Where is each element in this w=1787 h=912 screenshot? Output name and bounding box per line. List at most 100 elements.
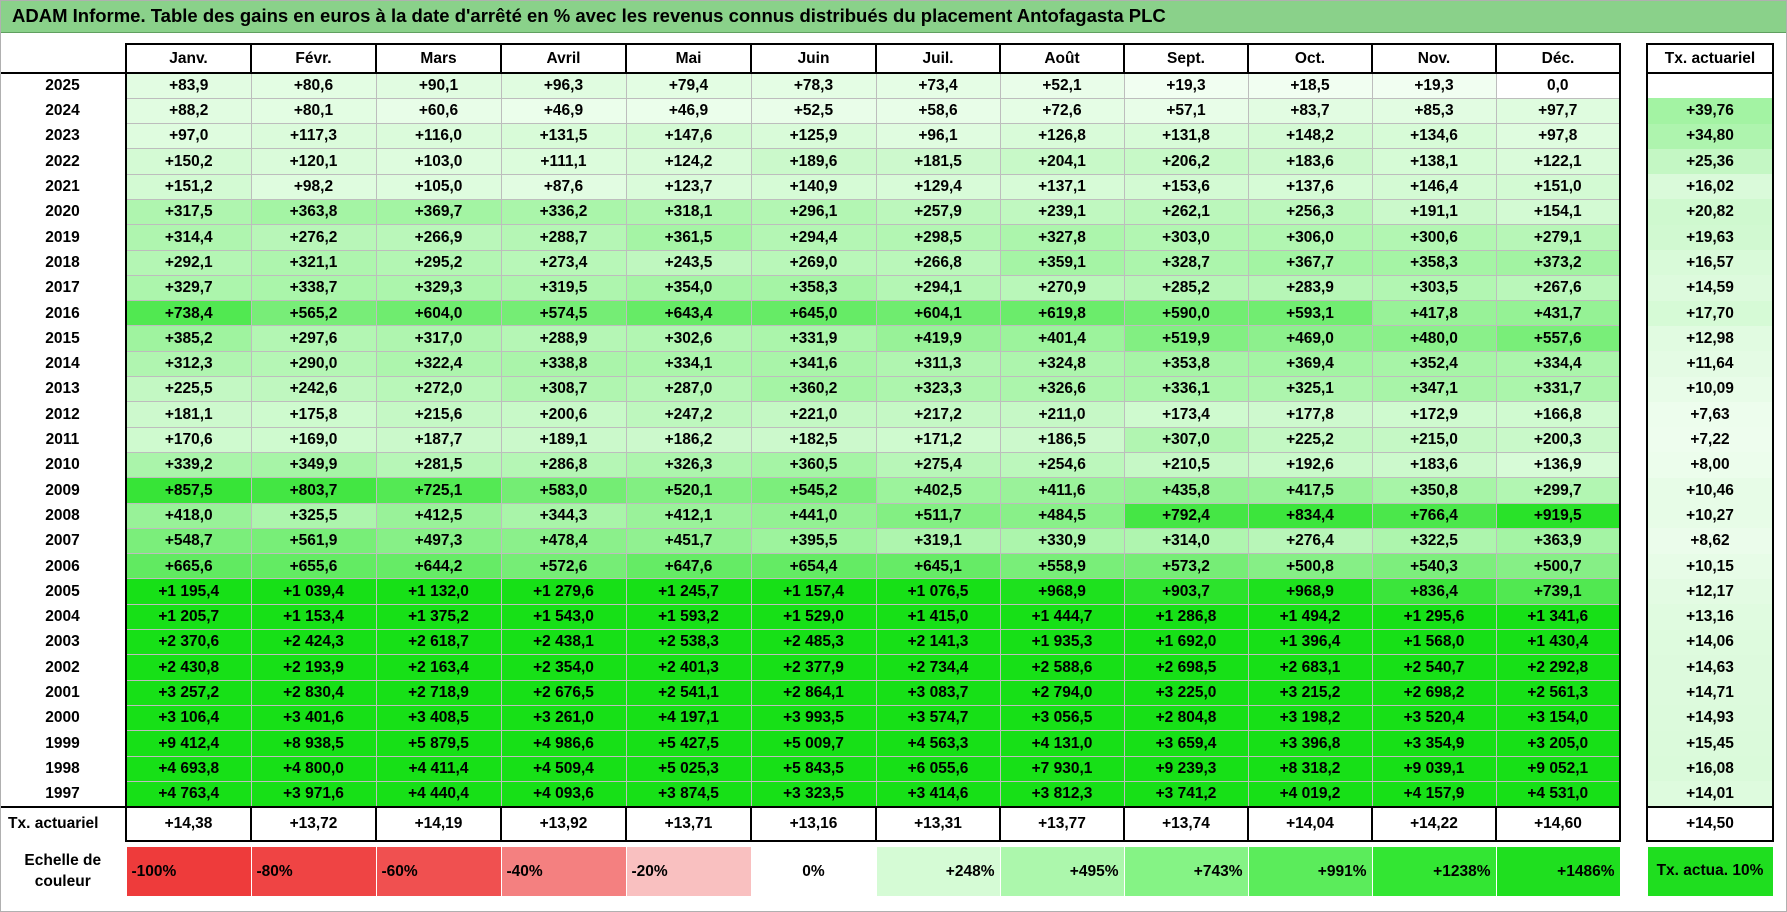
gain-cell: +369,4 [1247,350,1373,378]
gain-cell: +3 812,3 [999,780,1125,808]
gain-cell: +361,5 [625,224,752,251]
table-row: 2019 +314,4 +276,2 +266,9 +288,7 +361,5 +294,4… [0,224,1774,251]
gain-cell: +565,2 [250,300,377,327]
gain-cell: +295,2 [375,249,502,276]
spacer [1620,174,1647,200]
gain-cell: +418,0 [125,502,252,529]
gain-cell: +619,8 [999,300,1125,327]
gain-cell: +117,3 [250,123,377,150]
year-label: 2025 [0,71,127,99]
gain-cell: +363,8 [250,198,377,226]
gain-cell: +3 874,5 [625,780,752,808]
actuarial-header: Tx. actuariel [1646,43,1774,74]
gain-cell: +254,6 [999,451,1125,479]
year-label: 1998 [0,756,127,782]
gain-cell: +5 009,7 [750,730,877,757]
gain-cell: +279,1 [1495,224,1621,251]
gain-cell: +323,3 [875,376,1001,403]
gain-cell: +3 396,8 [1247,730,1373,757]
gain-cell: +96,3 [500,71,627,99]
color-scale-swatch: +1486% [1495,846,1621,897]
year-label: 2011 [0,427,127,453]
gain-cell: +73,4 [875,71,1001,99]
table-row: 2011 +170,6 +169,0 +187,7 +189,1 +186,2 +182,5… [0,426,1774,453]
gain-cell: +1 157,4 [750,578,877,605]
table-row: 2022 +150,2 +120,1 +103,0 +111,1 +124,2 +189,6… [0,148,1774,175]
gain-cell: +572,6 [500,553,627,580]
color-scale-swatch: -100% [125,846,252,897]
gain-cell: +590,0 [1123,300,1249,327]
spacer [1620,806,1647,841]
gain-cell: +328,7 [1123,249,1249,276]
gain-cell: +319,1 [875,527,1001,555]
gain-cell: +4 093,6 [500,780,627,808]
table-row: 2000 +3 106,4 +3 401,6 +3 408,5 +3 261,0 +4 1… [0,704,1774,732]
gain-cell: +146,4 [1371,173,1497,200]
gain-cell: +5 843,5 [750,755,877,782]
spacer [1620,629,1647,655]
gain-cell: +412,5 [375,502,502,529]
footer-actuarial-cell: +13,72 [250,805,377,842]
table-row: 2024 +88,2 +80,1 +60,6 +46,9 +46,9 +52,5 +58,6 +… [0,97,1774,125]
gain-cell: +478,4 [500,527,627,555]
gain-cell: +3 741,2 [1123,780,1249,808]
year-label: 2000 [0,705,127,731]
color-scale-row: Echelle de couleur -100% -80% -60% -40% -20%… [0,846,1774,897]
gain-cell: +350,8 [1371,477,1497,504]
actuarial-cell: +7,63 [1646,401,1774,428]
footer-actuarial-cell: +13,31 [875,805,1001,842]
gain-cell: +469,0 [1247,325,1373,352]
month-header: Oct. [1247,43,1373,74]
gain-cell: +645,1 [875,553,1001,580]
gain-cell: +2 804,8 [1123,704,1249,732]
gain-cell: +303,5 [1371,274,1497,302]
gain-cell: +334,1 [625,350,752,378]
gain-cell: +324,8 [999,350,1125,378]
gain-cell: +3 323,5 [750,780,877,808]
actuarial-scale-swatch: Tx. actua. 10% [1646,846,1774,897]
year-label: 2013 [0,376,127,402]
gain-cell: +126,8 [999,123,1125,150]
gain-cell: +312,3 [125,350,252,378]
gain-cell: +182,5 [750,426,877,453]
gain-cell: +385,2 [125,325,252,352]
gain-cell: +189,6 [750,148,877,175]
gain-cell: +2 163,4 [375,654,502,681]
actuarial-cell: +39,76 [1646,98,1774,124]
table-row: 2025 +83,9 +80,6 +90,1 +96,3 +79,4 +78,3 +73,4 +… [0,71,1774,99]
gain-cell: +325,5 [250,502,377,529]
gain-cell: +247,2 [625,401,752,428]
gain-cell: +225,5 [125,376,252,403]
year-label: 2002 [0,654,127,681]
color-scale-swatch: -60% [375,846,502,897]
gain-cell: +270,9 [999,274,1125,302]
gain-cell: +643,4 [625,300,752,327]
year-label: 2003 [0,629,127,655]
gain-cell: +52,5 [750,97,877,125]
actuarial-cell: +14,63 [1646,654,1774,681]
gain-cell: +417,5 [1247,477,1373,504]
table-row: 2003 +2 370,6 +2 424,3 +2 618,7 +2 438,1 +2 5… [0,629,1774,656]
gain-cell: +170,6 [125,426,252,453]
gain-cell: +484,5 [999,502,1125,529]
color-scale-swatch: 0% [750,846,877,897]
gain-cell: +80,1 [250,97,377,125]
table-row: 2001 +3 257,2 +2 830,4 +2 718,9 +2 676,5 +2 5… [0,679,1774,706]
month-header: Avril [500,43,627,74]
gain-cell: +46,9 [625,97,752,125]
footer-actuarial-cell: +14,22 [1371,805,1497,842]
gain-cell: +395,5 [750,527,877,555]
gain-cell: +239,1 [999,198,1125,226]
gain-cell: +300,6 [1371,224,1497,251]
gain-cell: +1 430,4 [1495,629,1621,656]
year-label: 2006 [0,553,127,579]
year-label: 2024 [0,98,127,124]
gain-cell: +402,5 [875,477,1001,504]
gains-table: Janv. Févr. Mars Avril Mai Juin Juil. Août Sept.… [0,43,1774,842]
gain-cell: +4 531,0 [1495,780,1621,808]
gain-cell: +919,5 [1495,502,1621,529]
gain-cell: +308,7 [500,376,627,403]
gain-cell: +189,1 [500,426,627,453]
table-row: 2014 +312,3 +290,0 +322,4 +338,8 +334,1 +341,6… [0,350,1774,378]
gain-cell: +87,6 [500,173,627,200]
